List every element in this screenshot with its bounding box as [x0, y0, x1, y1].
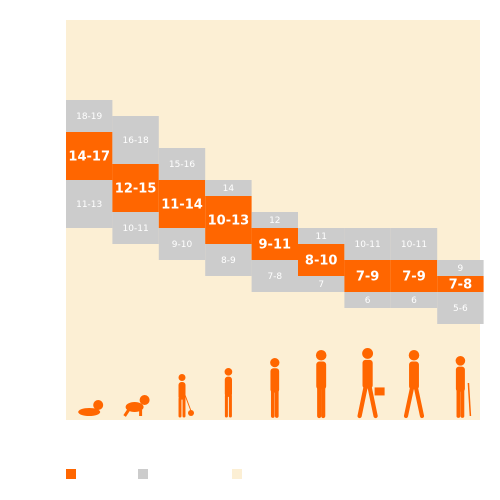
upper-range-label: 10-11	[401, 240, 427, 250]
preschooler-icon	[224, 368, 233, 418]
lower-range-label: 11-13	[76, 200, 102, 210]
lower-range-label: 10-11	[123, 224, 149, 234]
recommended-range-label: 8-10	[305, 254, 338, 269]
lower-range-bar	[66, 180, 113, 228]
age-column: 10-11 6 7-9	[390, 228, 438, 308]
age-column: 15-16 9-10 11-14	[158, 148, 206, 260]
lower-range-bar	[344, 292, 391, 308]
recommended-range-label: 12-15	[115, 182, 157, 197]
upper-range-bar	[66, 100, 113, 132]
teenager-icon	[315, 350, 327, 419]
legend-swatch-background	[232, 469, 242, 479]
upper-range-bar	[251, 212, 298, 228]
upper-range-bar	[390, 228, 438, 260]
upper-range-label: 9	[458, 264, 464, 274]
lower-range-bar	[298, 276, 345, 292]
upper-range-label: 12	[269, 216, 280, 226]
upper-range-bar	[205, 180, 252, 196]
lower-range-label: 7	[318, 280, 324, 290]
lower-range-label: 5-6	[453, 304, 468, 314]
age-column: 9 5-6 7-8	[437, 260, 484, 324]
age-column: 14 8-9 10-13	[205, 180, 252, 276]
recommended-range-label: 14-17	[68, 150, 110, 165]
recommended-range-bar	[66, 132, 113, 180]
newborn-icon	[78, 400, 104, 416]
recommended-range-label: 9-11	[259, 238, 292, 253]
recommended-range-bar	[251, 228, 298, 260]
recommended-range-label: 7-9	[402, 270, 426, 285]
lower-range-label: 6	[365, 296, 371, 306]
recommended-range-label: 7-9	[356, 270, 380, 285]
upper-range-label: 15-16	[169, 160, 195, 170]
recommended-range-bar	[437, 276, 484, 292]
lower-range-bar	[158, 228, 206, 260]
upper-range-bar	[437, 260, 484, 276]
age-column: 18-19 11-13 14-17	[66, 100, 113, 228]
age-column: 11 7 8-10	[298, 228, 345, 292]
upper-range-label: 14	[223, 184, 235, 194]
toddler-icon	[178, 374, 194, 418]
upper-range-bar	[158, 148, 206, 180]
upper-range-bar	[112, 116, 159, 164]
legend-swatch-may-be-appropriate	[138, 469, 148, 479]
upper-range-label: 11	[315, 232, 326, 242]
recommended-range-bar	[158, 180, 206, 228]
lower-range-bar	[437, 292, 484, 324]
adult-icon	[403, 350, 425, 419]
age-column: 12 7-8 9-11	[251, 212, 298, 292]
lower-range-label: 6	[411, 296, 417, 306]
lower-range-bar	[112, 212, 159, 244]
lower-range-bar	[390, 292, 438, 308]
legend-swatch-recommended	[66, 469, 76, 479]
legend	[66, 469, 486, 483]
older-adult-icon	[455, 356, 472, 418]
young-adult-icon	[357, 348, 385, 419]
upper-range-bar	[344, 228, 391, 260]
lower-range-label: 7-8	[267, 272, 282, 282]
recommended-range-label: 11-14	[161, 198, 203, 213]
upper-range-label: 10-11	[355, 240, 381, 250]
recommended-range-bar	[112, 164, 159, 212]
upper-range-label: 18-19	[76, 112, 102, 122]
recommended-range-label: 7-8	[449, 278, 473, 293]
recommended-range-bar	[390, 260, 438, 292]
age-column: 16-18 10-11 12-15	[112, 116, 159, 244]
recommended-range-bar	[344, 260, 391, 292]
recommended-range-label: 10-13	[208, 214, 250, 229]
recommended-range-bar	[298, 244, 345, 276]
school-child-icon	[270, 358, 280, 418]
lower-range-bar	[205, 244, 252, 276]
lower-range-label: 9-10	[172, 240, 193, 250]
upper-range-label: 16-18	[123, 136, 149, 146]
age-column: 10-11 6 7-9	[344, 228, 391, 308]
infant-icon	[123, 395, 150, 417]
upper-range-bar	[298, 228, 345, 244]
lower-range-label: 8-9	[221, 256, 236, 266]
recommended-range-bar	[205, 196, 252, 244]
lower-range-bar	[251, 260, 298, 292]
